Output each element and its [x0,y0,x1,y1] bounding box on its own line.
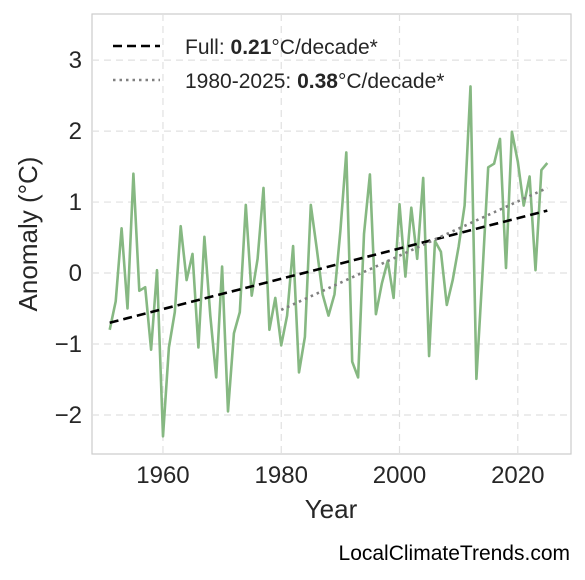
legend-label-full-value: 0.21 [231,36,272,59]
y-tick-labels: −2 −1 0 1 2 3 [55,47,82,429]
y-tick-label: 0 [69,260,82,287]
y-axis-title: Anomaly (°C) [13,157,43,312]
x-tick-label: 1960 [136,462,189,489]
series-layer [108,85,549,438]
legend-label-full-suffix: °C/decade* [271,36,377,59]
x-tick-labels: 1960 1980 2000 2020 [136,462,544,489]
legend: Full: 0.21°C/decade* 1980-2025: 0.38°C/d… [113,36,444,93]
legend-label-recent-value: 0.38 [297,70,338,93]
grid [92,14,571,454]
plot-area [91,13,572,455]
y-tick-label: 1 [69,189,82,216]
x-tick-label: 1980 [255,462,308,489]
source-watermark: LocalClimateTrends.com [339,542,570,565]
series-trend-full [109,209,548,324]
legend-label-recent-suffix: °C/decade* [338,70,444,93]
x-tick-label: 2000 [373,462,426,489]
series-anomaly [108,85,549,438]
y-tick-label: −1 [55,331,82,358]
legend-label-full: Full: 0.21°C/decade* [185,36,378,59]
x-tick-label: 2020 [491,462,544,489]
y-tick-label: −2 [55,402,82,429]
y-tick-label: 2 [69,118,82,145]
legend-label-recent-prefix: 1980-2025: [185,70,297,93]
legend-label-recent: 1980-2025: 0.38°C/decade* [185,70,444,93]
x-axis-title: Year [305,494,358,524]
y-tick-label: 3 [69,47,82,74]
legend-label-full-prefix: Full: [185,36,231,59]
